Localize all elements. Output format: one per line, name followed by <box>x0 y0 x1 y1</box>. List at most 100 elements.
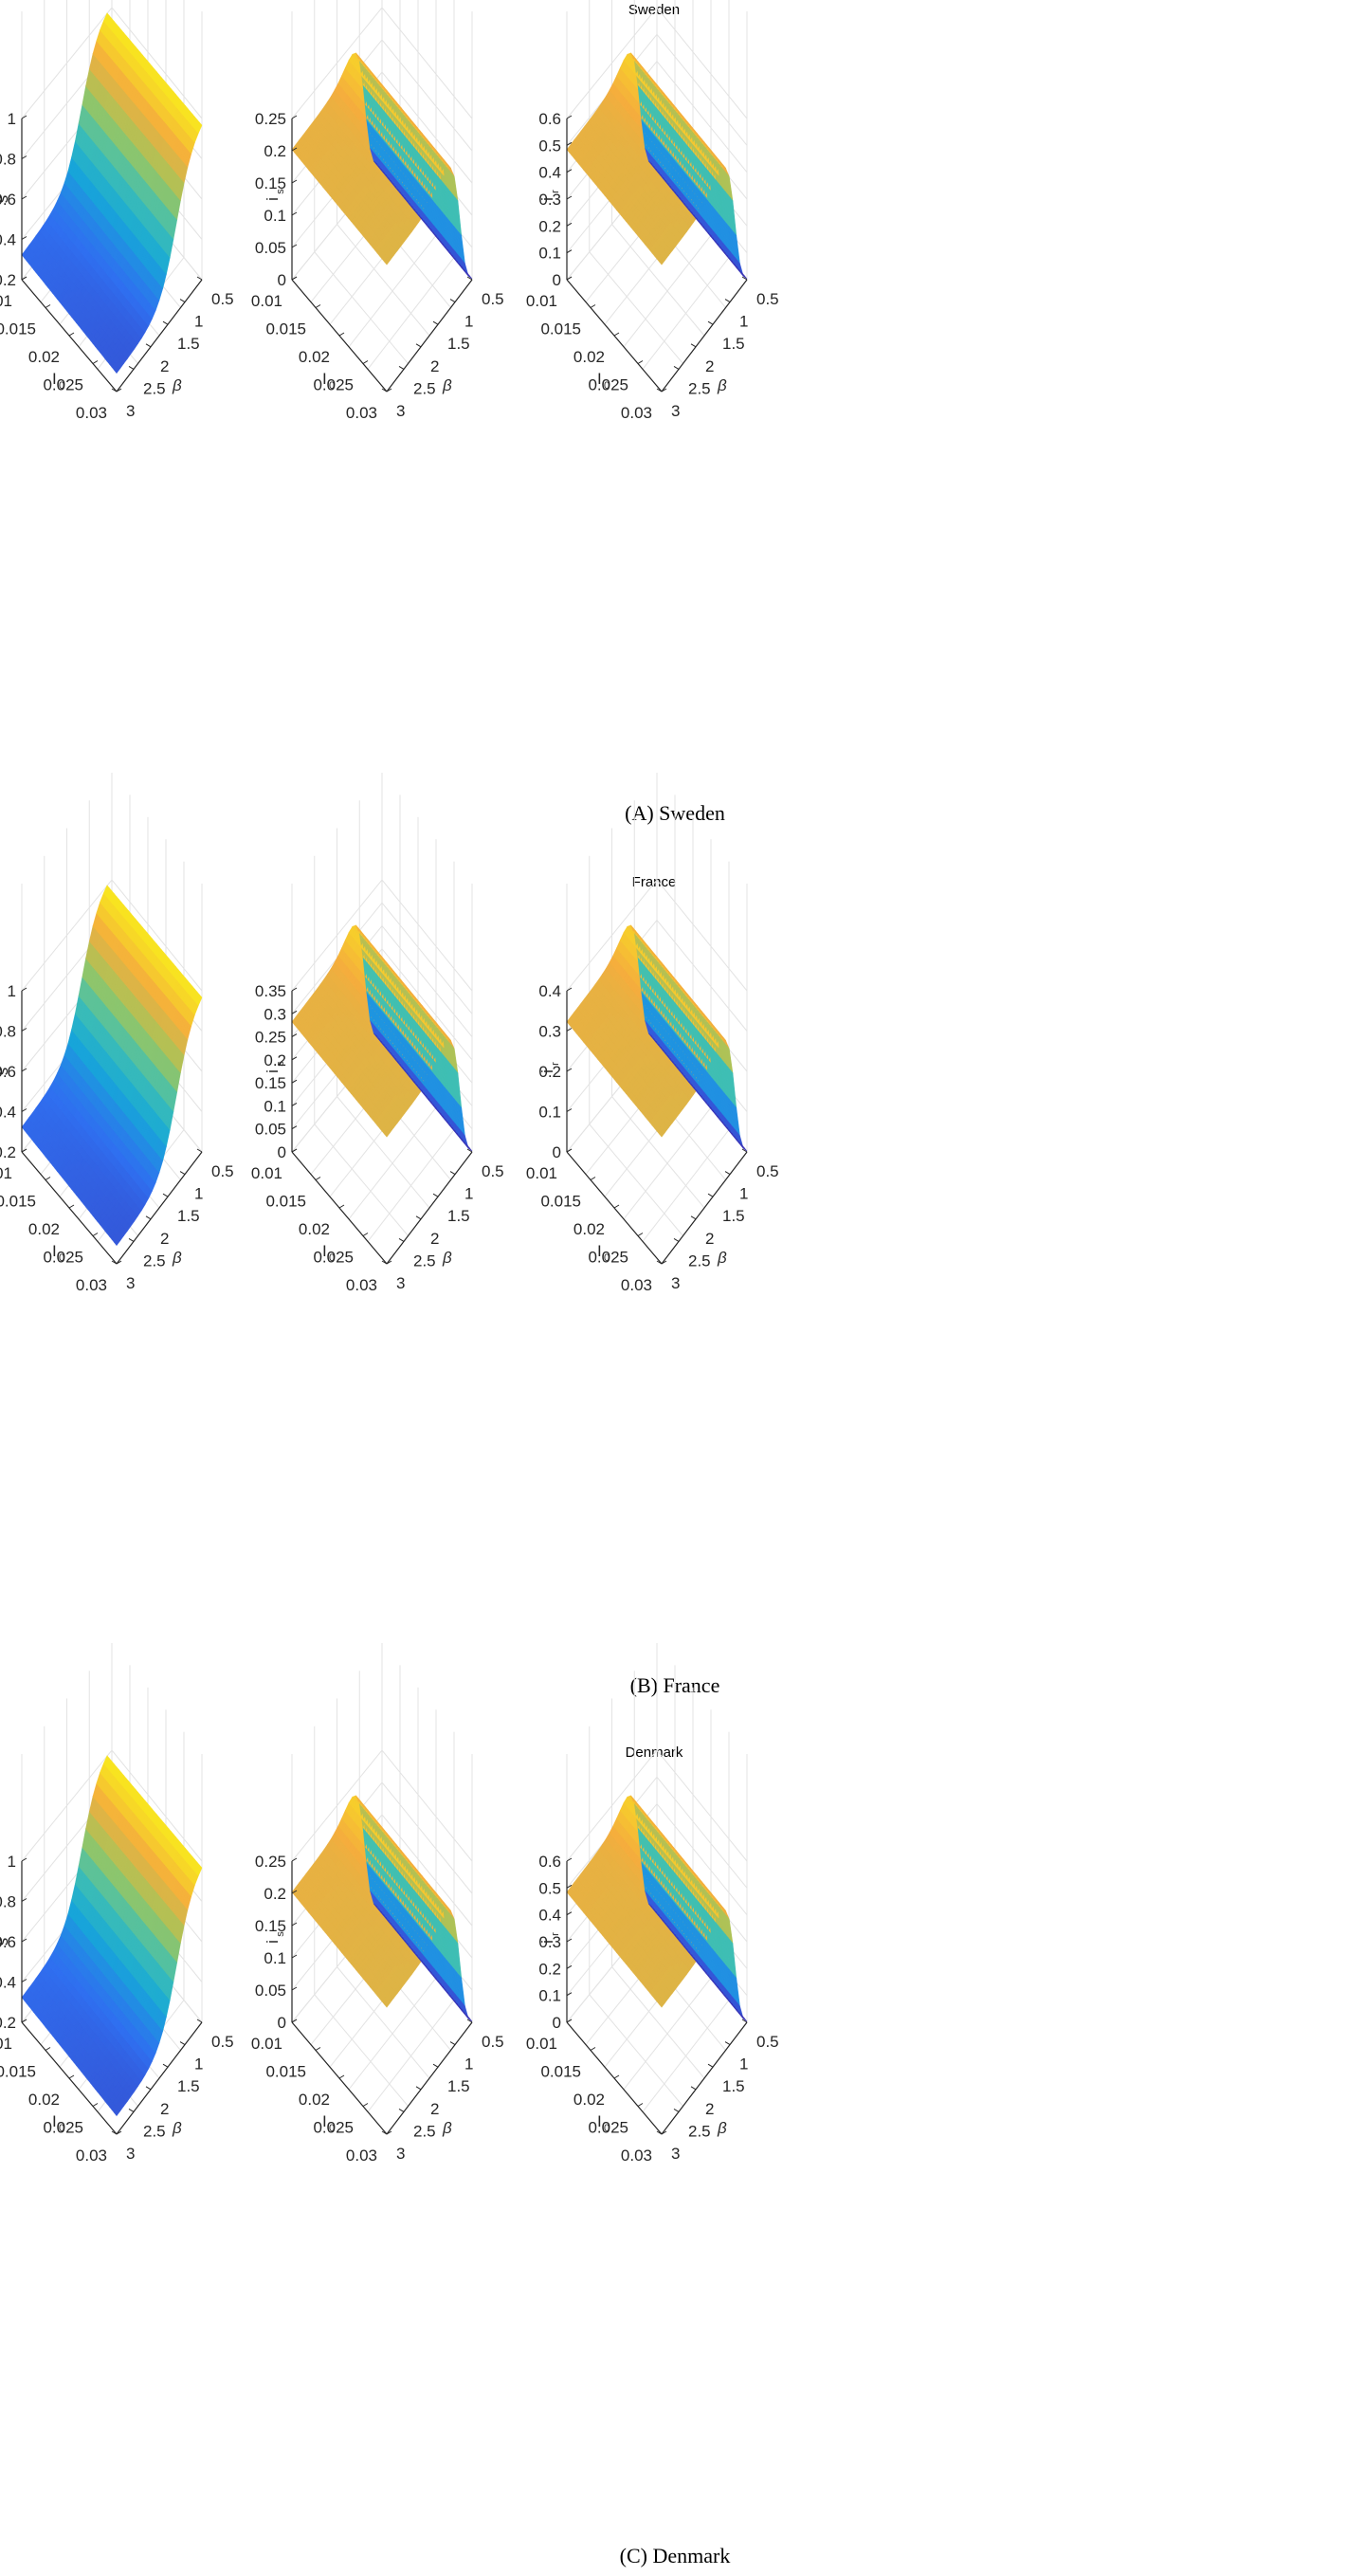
z-tick-label: 0.2 <box>264 1051 286 1069</box>
z-tick-label: 0.4 <box>538 164 561 182</box>
x-axis-label: I <box>322 370 327 388</box>
z-tick-label: 0.3 <box>264 1005 286 1023</box>
z-tick-label: 0.5 <box>538 1879 561 1897</box>
z-axis-label: i <box>538 1069 556 1073</box>
x-tick-label: 0.02 <box>299 348 330 366</box>
y-axis-label: β <box>172 376 182 394</box>
y-tick-label: 2.5 <box>143 1251 166 1270</box>
x-tick-label: 0.025 <box>588 2119 628 2137</box>
y-tick-label: 2.5 <box>413 1251 436 1270</box>
x-axis-label-sub: 0 <box>329 1252 335 1264</box>
x-tick-label: 0.015 <box>540 1193 581 1211</box>
x-tick-label: 0.01 <box>251 292 282 310</box>
z-tick-label: 0.15 <box>255 1917 286 1935</box>
y-tick-label: 3 <box>126 2145 135 2163</box>
z-axis-label-sub: s <box>275 189 286 194</box>
z-tick-label: 0.6 <box>538 110 561 128</box>
surface <box>566 52 748 280</box>
y-tick-label: 2.5 <box>413 2122 436 2140</box>
y-tick-label: 2.5 <box>688 1251 711 1270</box>
x-axis-label: I <box>52 370 57 388</box>
panel-ir: 00.10.20.30.40.50.6ir0.010.0150.020.0250… <box>526 0 779 422</box>
x-tick-label: 0.03 <box>76 2147 107 2165</box>
x-axis-label-sub: 0 <box>329 2123 335 2134</box>
panel-is: 00.050.10.150.20.25is0.010.0150.020.0250… <box>251 1643 504 2165</box>
z-tick-label: 1 <box>8 982 16 1000</box>
surface <box>21 1755 203 2117</box>
z-tick-label: 0.15 <box>255 1074 286 1092</box>
z-tick-label: 0.6 <box>0 1933 16 1951</box>
z-tick-label: 0.6 <box>0 191 16 209</box>
y-tick-label: 1 <box>464 313 473 331</box>
y-tick-label: 1 <box>739 1185 748 1203</box>
z-tick-label: 0.1 <box>264 1097 286 1115</box>
x-axis-label-sub: 0 <box>59 2123 64 2134</box>
y-tick-label: 2 <box>705 357 714 375</box>
y-tick-label: 1.5 <box>177 1207 200 1225</box>
x-tick-label: 0.03 <box>76 1276 107 1294</box>
x-axis-label: I <box>322 1242 327 1260</box>
row-france: France 0.20.40.60.81s0.010.0150.020.0250… <box>0 773 779 1697</box>
figure-title: Sweden <box>628 2 680 18</box>
y-tick-label: 1 <box>464 2055 473 2074</box>
y-tick-label: 1.5 <box>722 2077 745 2095</box>
x-axis-label: I <box>597 370 602 388</box>
z-tick-label: 0.2 <box>0 271 16 289</box>
y-axis-label: β <box>172 2119 182 2137</box>
x-axis-label: I <box>322 2112 327 2130</box>
z-tick-label: 0.8 <box>0 1893 16 1911</box>
y-tick-label: 1.5 <box>722 1207 745 1225</box>
z-tick-label: 0.05 <box>255 239 286 257</box>
y-tick-label: 3 <box>671 402 680 420</box>
y-tick-label: 2 <box>160 2100 169 2118</box>
x-tick-label: 0.03 <box>346 2147 377 2165</box>
z-axis-label: i <box>264 197 282 201</box>
z-tick-label: 0 <box>278 2014 286 2032</box>
x-tick-label: 0.01 <box>0 2035 12 2053</box>
x-tick-label: 0.025 <box>588 1249 628 1267</box>
z-tick-label: 1 <box>8 110 16 128</box>
y-axis-label: β <box>717 376 727 394</box>
z-tick-label: 0.1 <box>538 245 561 263</box>
x-tick-label: 0.015 <box>265 1193 306 1211</box>
y-tick-label: 1.5 <box>177 2077 200 2095</box>
y-tick-label: 2.5 <box>143 2122 166 2140</box>
y-tick-label: 1 <box>194 1185 203 1203</box>
y-tick-label: 1 <box>464 1185 473 1203</box>
z-tick-label: 0.2 <box>538 217 561 235</box>
z-tick-label: 0.3 <box>538 1023 561 1041</box>
panel-s: 0.20.40.60.81s0.010.0150.020.0250.03I032… <box>0 0 234 422</box>
z-tick-label: 0.8 <box>0 1023 16 1041</box>
y-tick-label: 3 <box>671 2145 680 2163</box>
z-tick-label: 1 <box>8 1853 16 1871</box>
z-tick-label: 0.4 <box>0 1974 16 1992</box>
x-tick-label: 0.025 <box>588 376 628 394</box>
z-axis-label: s <box>0 195 11 204</box>
figure-title: France <box>632 874 677 890</box>
z-tick-label: 0.25 <box>255 1853 286 1871</box>
z-tick-label: 0.3 <box>538 191 561 209</box>
surface <box>21 12 203 375</box>
z-tick-label: 0.15 <box>255 174 286 192</box>
y-tick-label: 0.5 <box>756 1162 779 1180</box>
z-axis-label: s <box>0 1068 11 1076</box>
y-tick-label: 3 <box>126 1274 135 1292</box>
z-tick-label: 0.2 <box>0 1143 16 1161</box>
z-tick-label: 0.4 <box>0 1104 16 1122</box>
z-tick-label: 0 <box>278 271 286 289</box>
x-tick-label: 0.01 <box>251 1164 282 1182</box>
y-axis-label: β <box>717 2119 727 2137</box>
z-tick-label: 0.4 <box>538 982 561 1000</box>
x-tick-label: 0.02 <box>28 1220 60 1238</box>
z-tick-label: 0 <box>278 1143 286 1161</box>
z-tick-label: 0.2 <box>0 2014 16 2032</box>
y-axis-label: β <box>172 1249 182 1267</box>
z-tick-label: 0 <box>553 1143 561 1161</box>
panel-s: 0.20.40.60.81s0.010.0150.020.0250.03I032… <box>0 773 234 1294</box>
x-tick-label: 0.015 <box>540 2063 581 2081</box>
x-tick-label: 0.01 <box>0 292 12 310</box>
x-axis-label: I <box>52 1242 57 1260</box>
y-tick-label: 1 <box>739 2055 748 2074</box>
z-axis-label-sub: r <box>550 190 561 193</box>
z-tick-label: 0 <box>553 271 561 289</box>
